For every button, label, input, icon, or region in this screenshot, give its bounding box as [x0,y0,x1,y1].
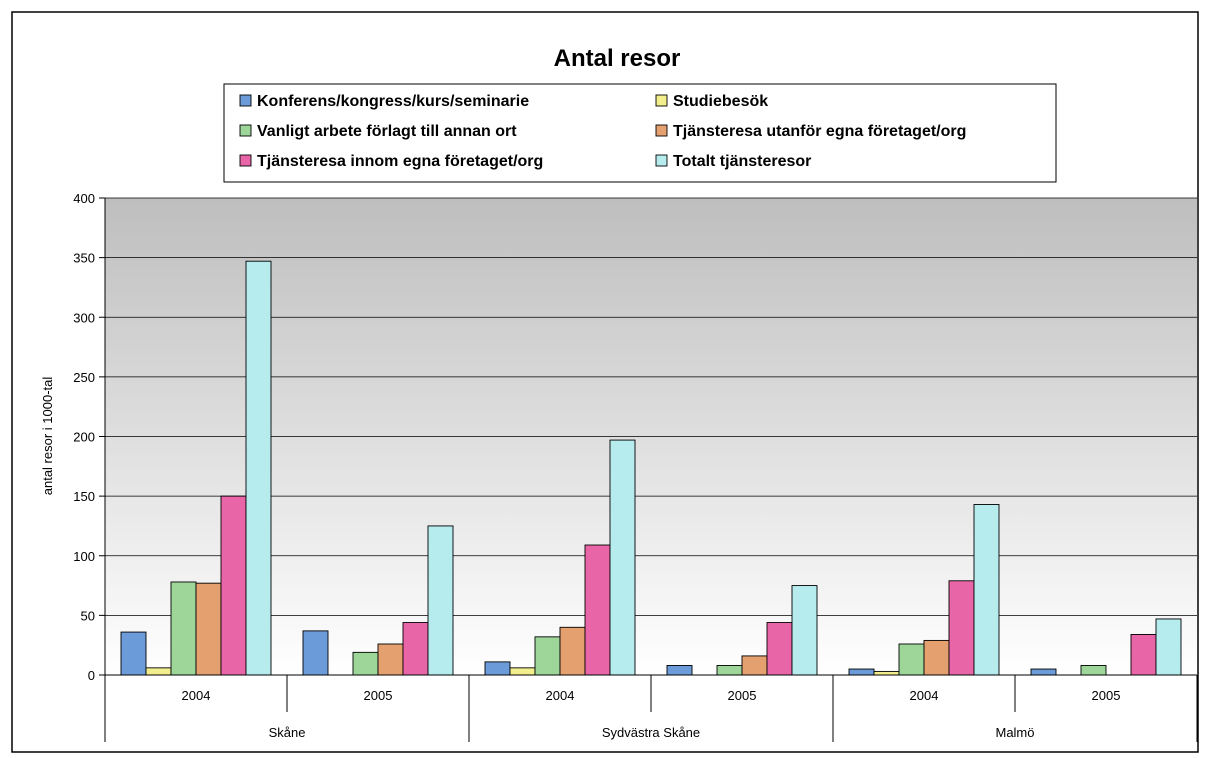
bar [484,661,511,676]
bar [923,639,950,676]
x-tick-label: 2004 [910,688,939,703]
legend-swatch [239,94,252,107]
y-tick-label: 350 [73,251,95,266]
bar [559,626,586,676]
bar [195,582,222,676]
y-tick-label: 100 [73,549,95,564]
bar [509,667,536,676]
y-axis-label: antal resor i 1000-tal [40,377,55,496]
bar [716,665,743,676]
bar [666,665,693,676]
bar [584,544,611,676]
legend-swatch [655,154,668,167]
legend-label: Totalt tjänsteresor [673,153,811,170]
bar [1080,665,1107,676]
x-group-label: Malmö [995,725,1034,740]
y-tick-label: 0 [88,668,95,683]
bar [948,580,975,676]
x-tick-label: 2004 [182,688,211,703]
x-tick-label: 2005 [364,688,393,703]
legend-swatch [655,94,668,107]
bar [973,504,1000,676]
legend-label: Tjänsteresa innom egna företaget/org [257,153,543,170]
bar [377,643,404,676]
bar [352,651,379,676]
chart-title: Antal resor [554,45,681,72]
bar [302,630,329,676]
bar [120,631,147,676]
bar [873,670,900,676]
bar [1155,618,1182,676]
y-tick-label: 400 [73,191,95,206]
bar [534,636,561,676]
bar [898,643,925,676]
x-group-label: Skåne [269,725,306,740]
axes: 0 50 100 150 200 250 300 350 400 2004 2005 2004 2005… [73,191,1198,742]
y-tick-label: 250 [73,370,95,385]
legend-swatch [239,124,252,137]
bars [120,260,1182,676]
x-tick-label: 2005 [1092,688,1121,703]
legend: Konferens/kongress/kurs/seminarie Studieb… [223,83,1057,183]
x-tick-label: 2005 [728,688,757,703]
gridlines [105,197,1197,616]
bar [427,525,454,676]
bar [245,260,272,676]
bar [1030,668,1057,676]
bar [766,622,793,676]
bar [1130,634,1157,676]
legend-label: Vanligt arbete förlagt till annan ort [257,123,517,140]
legend-label: Konferens/kongress/kurs/seminarie [257,93,529,110]
legend-swatch [239,154,252,167]
legend-label: Studiebesök [673,93,768,110]
bar [402,622,429,676]
y-tick-label: 150 [73,489,95,504]
x-group-label: Sydvästra Skåne [602,725,700,740]
y-tick-label: 300 [73,310,95,325]
x-tick-label: 2004 [546,688,575,703]
y-tick-label: 200 [73,430,95,445]
bar [848,668,875,676]
bar [220,495,247,676]
legend-label: Tjänsteresa utanför egna företaget/org [673,123,966,140]
bar [741,655,768,676]
bar [791,585,818,676]
legend-box [223,83,1057,183]
legend-swatch [655,124,668,137]
y-tick-label: 50 [81,608,95,623]
bar [170,581,197,676]
bar [145,667,172,676]
bar [609,439,636,676]
